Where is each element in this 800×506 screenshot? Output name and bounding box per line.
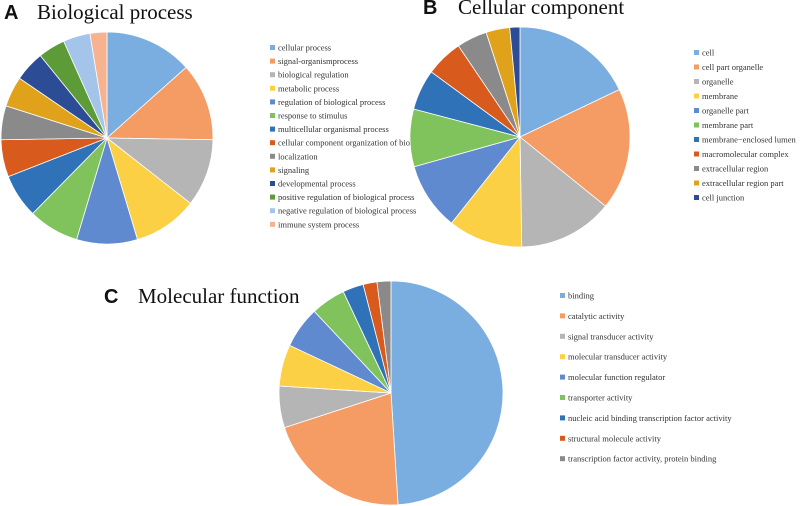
pie-slice [283,392,399,506]
legend-label: organelle part [702,106,749,116]
legend-swatch [694,166,699,171]
legend-swatch [270,85,275,91]
legend-label: organelle [702,77,734,87]
legend-swatch [270,126,275,132]
legend-swatch [270,221,275,227]
panel-b-letter: B [423,0,437,19]
legend-label: cellular component organization of bioge… [278,138,431,148]
legend-label: molecular function regulator [568,372,665,382]
pie-slice [519,136,607,248]
legend-label: molecular transducer activity [568,352,668,362]
legend-swatch [560,333,565,339]
panel-b-pie [409,26,631,248]
pie-slice [390,280,504,506]
legend-label: membrane−enclosed lumen [702,135,797,145]
panel-a: A Biological process cellular process sig… [0,0,431,245]
legend-swatch [694,195,699,200]
legend-swatch [560,435,565,441]
legend-swatch [694,64,699,70]
legend-swatch [694,108,699,113]
legend-swatch [270,45,275,50]
legend-label: cell junction [702,193,745,203]
legend-swatch [270,181,275,186]
panel-a-pie [0,31,214,245]
legend-swatch [270,208,275,214]
legend-swatch [270,194,275,200]
legend-label: macromolecular complex [702,149,789,159]
legend-label: immune system process [278,219,359,229]
pie-slice [376,280,392,394]
legend-label: structural molecule activity [568,433,662,443]
legend-label: signal-organismprocess [278,56,358,66]
panel-c-legend: binding catalytic activity signal transduc… [560,291,732,464]
pie-slice [519,26,620,138]
legend-label: nucleic acid binding transcription facto… [568,413,732,423]
legend-label: extracellular region part [702,178,784,188]
panel-c-title: Molecular function [138,284,300,308]
pie-slice [106,31,187,139]
legend-swatch [560,293,565,298]
legend-swatch [560,374,565,380]
pie-slice [519,89,631,207]
legend-label: cell part organelle [702,62,763,72]
legend-label: transporter activity [568,393,633,403]
legend-label: biological regulation [278,70,349,80]
legend-label: signal transducer activity [568,331,654,341]
legend-label: transcription factor activity, protein b… [568,454,717,464]
legend-swatch [270,153,275,159]
legend-swatch [694,93,699,99]
legend-label: response to stimulus [278,111,347,121]
panel-c-pie [278,280,504,506]
legend-swatch [270,140,275,146]
legend-label: positive regulation of biological proces… [278,192,414,202]
legend-swatch [694,50,699,55]
pie-slice [105,137,214,204]
legend-swatch [560,456,565,462]
pie-slice [89,31,108,139]
panel-a-title: Biological process [37,0,193,24]
legend-label: catalytic activity [568,311,625,321]
legend-label: cell [702,48,715,58]
legend-label: localization [278,151,318,161]
panel-b-legend: cell cell part organelle organelle membrane… [694,48,797,203]
legend-label: signaling [278,165,310,175]
panel-a-legend: cellular process signal-organismprocess bi… [270,43,431,229]
legend-swatch [270,167,275,173]
legend-label: negative regulation of biological proces… [278,206,416,216]
pie-slice [509,26,521,138]
legend-swatch [270,113,275,118]
legend-label: membrane part [702,120,754,130]
legend-swatch [560,415,565,421]
legend-label: binding [568,291,595,301]
pie-slice [450,135,523,248]
legend-label: multicellular organismal process [278,124,389,134]
panel-a-letter: A [4,2,18,24]
panel-c: C Molecular function binding catalytic ac… [104,280,732,506]
legend-swatch [694,151,699,157]
legend-label: cellular process [278,43,331,53]
legend-swatch [694,79,699,84]
panel-b-title: Cellular component [458,0,624,19]
panel-b: B Cellular component cell cell part organ… [409,0,797,248]
legend-swatch [560,395,565,400]
legend-label: metabolic process [278,83,339,93]
legend-swatch [270,72,275,78]
legend-swatch [560,313,565,319]
legend-label: regulation of biological process [278,97,385,107]
legend-swatch [694,180,699,186]
legend-swatch [270,99,275,105]
legend-swatch [694,137,699,142]
legend-swatch [560,354,565,360]
pie-slice [105,66,214,141]
legend-label: developmental process [278,179,356,189]
legend-label: membrane [702,91,738,101]
legend-swatch [270,58,275,64]
panel-c-letter: C [104,286,118,308]
legend-label: extracellular region [702,164,769,174]
legend-swatch [694,122,699,128]
